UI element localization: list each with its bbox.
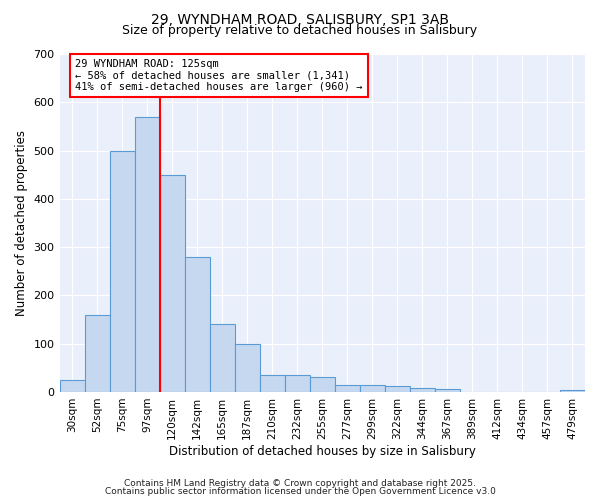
Bar xyxy=(560,390,585,392)
X-axis label: Distribution of detached houses by size in Salisbury: Distribution of detached houses by size … xyxy=(169,444,476,458)
Bar xyxy=(134,117,160,392)
Bar xyxy=(385,386,410,392)
Bar xyxy=(260,375,285,392)
Bar xyxy=(410,388,435,392)
Text: Contains public sector information licensed under the Open Government Licence v3: Contains public sector information licen… xyxy=(104,487,496,496)
Bar xyxy=(110,150,134,392)
Bar xyxy=(235,344,260,392)
Text: 29, WYNDHAM ROAD, SALISBURY, SP1 3AB: 29, WYNDHAM ROAD, SALISBURY, SP1 3AB xyxy=(151,12,449,26)
Y-axis label: Number of detached properties: Number of detached properties xyxy=(15,130,28,316)
Bar xyxy=(160,174,185,392)
Bar xyxy=(85,314,110,392)
Bar xyxy=(59,380,85,392)
Bar xyxy=(435,389,460,392)
Bar xyxy=(335,384,360,392)
Bar xyxy=(185,257,209,392)
Text: 29 WYNDHAM ROAD: 125sqm
← 58% of detached houses are smaller (1,341)
41% of semi: 29 WYNDHAM ROAD: 125sqm ← 58% of detache… xyxy=(75,59,362,92)
Bar xyxy=(285,375,310,392)
Bar xyxy=(310,378,335,392)
Text: Size of property relative to detached houses in Salisbury: Size of property relative to detached ho… xyxy=(122,24,478,37)
Bar xyxy=(360,384,385,392)
Bar xyxy=(209,324,235,392)
Text: Contains HM Land Registry data © Crown copyright and database right 2025.: Contains HM Land Registry data © Crown c… xyxy=(124,478,476,488)
